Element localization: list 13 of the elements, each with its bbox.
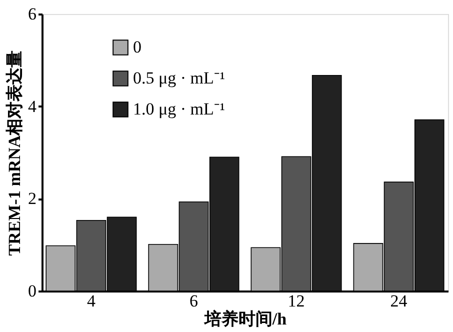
- x-axis-title: 培养时间/h: [203, 310, 288, 328]
- y-tick-label: 4: [28, 96, 37, 116]
- x-tick-label: 6: [189, 292, 198, 310]
- legend-label: 0: [133, 38, 142, 56]
- y-axis-title: TREM-1 mRNA相对表达量: [5, 50, 24, 256]
- x-tick-label: 4: [86, 292, 96, 310]
- legend-label: 1.0 μg · mL⁻¹: [133, 100, 225, 118]
- x-tick-label: 12: [288, 292, 305, 310]
- x-tick-label: 24: [390, 292, 408, 310]
- y-tick-label: 0: [28, 282, 36, 300]
- y-tick-label: 2: [28, 189, 36, 208]
- legend-label: 0.5 μg · mL⁻¹: [133, 68, 225, 88]
- y-tick-label: 6: [28, 4, 36, 24]
